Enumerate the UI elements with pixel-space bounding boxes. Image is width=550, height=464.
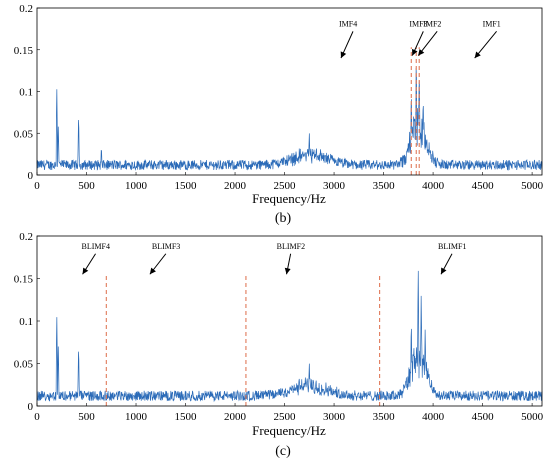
y-ticks-b: 0 0.05 0.1 0.15 0.2 — [14, 3, 40, 182]
panel-c: 0 500 1000 1500 2000 2500 3000 3500 4000 4500 5000… — [14, 231, 544, 459]
x-tick-label: 1500 — [175, 180, 198, 192]
divider-lines-b — [410, 47, 420, 175]
x-tick-label: 2000 — [224, 411, 247, 423]
annotation-arrowhead — [284, 267, 291, 275]
x-tick-label: 4000 — [422, 180, 445, 192]
annotation-arrowhead — [474, 51, 481, 59]
annotation-label: IMF2 — [423, 19, 441, 28]
y-tick-label: 0 — [28, 401, 34, 413]
x-tick-label: 0 — [34, 180, 40, 192]
x-tick-label: 5000 — [521, 180, 544, 192]
x-ticks-b: 0 500 1000 1500 2000 2500 3000 3500 4000 4500 5000 — [34, 172, 544, 192]
x-tick-label: 2500 — [274, 180, 297, 192]
x-tick-label: 5000 — [521, 411, 544, 423]
y-tick-label: 0.1 — [19, 87, 33, 99]
x-tick-label: 4500 — [472, 411, 495, 423]
x-tick-label: 1500 — [175, 411, 198, 423]
panel-label-b: (b) — [275, 211, 292, 226]
x-tick-label: 500 — [78, 180, 95, 192]
x-tick-label: 1000 — [125, 411, 148, 423]
y-tick-label: 0.05 — [14, 128, 34, 140]
x-tick-label: 3500 — [373, 180, 396, 192]
x-tick-label: 4500 — [472, 180, 495, 192]
annotation-label: BLIMF1 — [438, 242, 466, 251]
x-ticks-c: 0 500 1000 1500 2000 2500 3000 3500 4000 4500 5000 — [34, 403, 544, 423]
x-tick-label: 3000 — [323, 411, 346, 423]
y-ticks-c: 0 0.05 0.1 0.15 0.2 — [14, 231, 40, 413]
y-tick-label: 0 — [28, 170, 34, 182]
y-tick-label: 0.15 — [14, 45, 34, 57]
x-tick-label: 2000 — [224, 180, 247, 192]
x-tick-label: 3000 — [323, 180, 346, 192]
panel-b: 0 500 1000 1500 2000 2500 3000 3500 4000 4500 5000… — [14, 3, 544, 226]
annotation-label: BLIMF2 — [277, 242, 305, 251]
annotation-arrowhead — [418, 49, 425, 56]
spectrum-line-b — [36, 67, 543, 171]
y-tick-label: 0.2 — [19, 231, 33, 243]
annotation-label: BLIMF4 — [82, 242, 110, 251]
x-tick-label: 0 — [34, 411, 40, 423]
annotation-arrowhead — [82, 267, 89, 275]
annotations-c: BLIMF4 BLIMF3 BLIMF2 BLIMF1 — [82, 242, 466, 275]
annotation-label: IMF1 — [483, 19, 501, 28]
annotation-arrowhead — [412, 48, 418, 56]
panel-label-c: (c) — [275, 444, 291, 459]
x-axis-label-c: Frequency/Hz — [252, 423, 326, 438]
annotation-arrowhead — [149, 267, 156, 275]
x-tick-label: 2500 — [274, 411, 297, 423]
y-tick-label: 0.15 — [14, 274, 34, 286]
annotation-label: IMF3 — [409, 19, 427, 28]
annotation-label: IMF4 — [339, 19, 357, 28]
annotation-arrowhead — [340, 51, 347, 59]
y-tick-label: 0.1 — [19, 316, 33, 328]
divider-lines-c — [105, 275, 381, 406]
x-tick-label: 500 — [78, 411, 95, 423]
x-tick-label: 4000 — [422, 411, 445, 423]
x-tick-label: 1000 — [125, 180, 148, 192]
spectrum-line-c — [36, 270, 543, 403]
x-tick-label: 3500 — [373, 411, 396, 423]
x-axis-label-b: Frequency/Hz — [252, 191, 326, 206]
y-tick-label: 0.2 — [19, 3, 33, 15]
plot-frame-b — [36, 7, 543, 176]
annotation-arrowhead — [441, 267, 447, 275]
y-tick-label: 0.05 — [14, 359, 34, 371]
annotation-label: BLIMF3 — [152, 242, 180, 251]
